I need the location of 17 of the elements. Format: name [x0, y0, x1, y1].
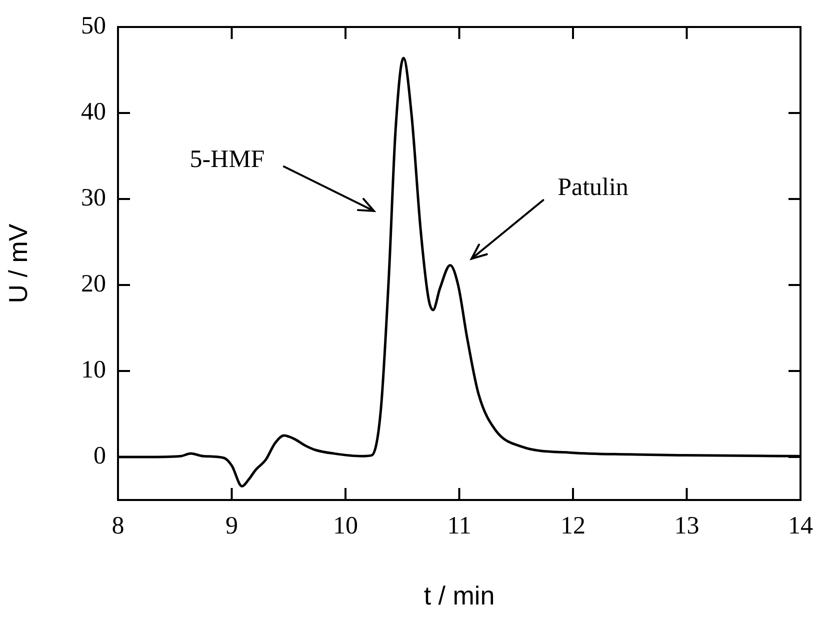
- y-axis-title: U / mV: [2, 223, 33, 304]
- x-tick-label: 10: [333, 512, 358, 540]
- y-tick-label: 30: [81, 184, 106, 212]
- x-tick-label: 14: [788, 512, 814, 540]
- y-tick-label: 40: [81, 98, 106, 126]
- x-tick-label: 9: [226, 512, 238, 540]
- y-tick-label: 10: [81, 356, 106, 384]
- annotation: Patulin: [558, 174, 629, 201]
- x-tick-label: 11: [447, 512, 472, 540]
- x-axis-title: t / min: [424, 580, 495, 611]
- x-tick-label: 13: [674, 512, 700, 540]
- annotation: 5-HMF: [190, 146, 265, 173]
- x-tick-label: 12: [560, 512, 586, 540]
- y-tick-label: 20: [81, 270, 106, 298]
- x-tick-label: 8: [112, 512, 124, 540]
- y-tick-label: 50: [81, 12, 106, 40]
- y-tick-label: 0: [94, 442, 106, 470]
